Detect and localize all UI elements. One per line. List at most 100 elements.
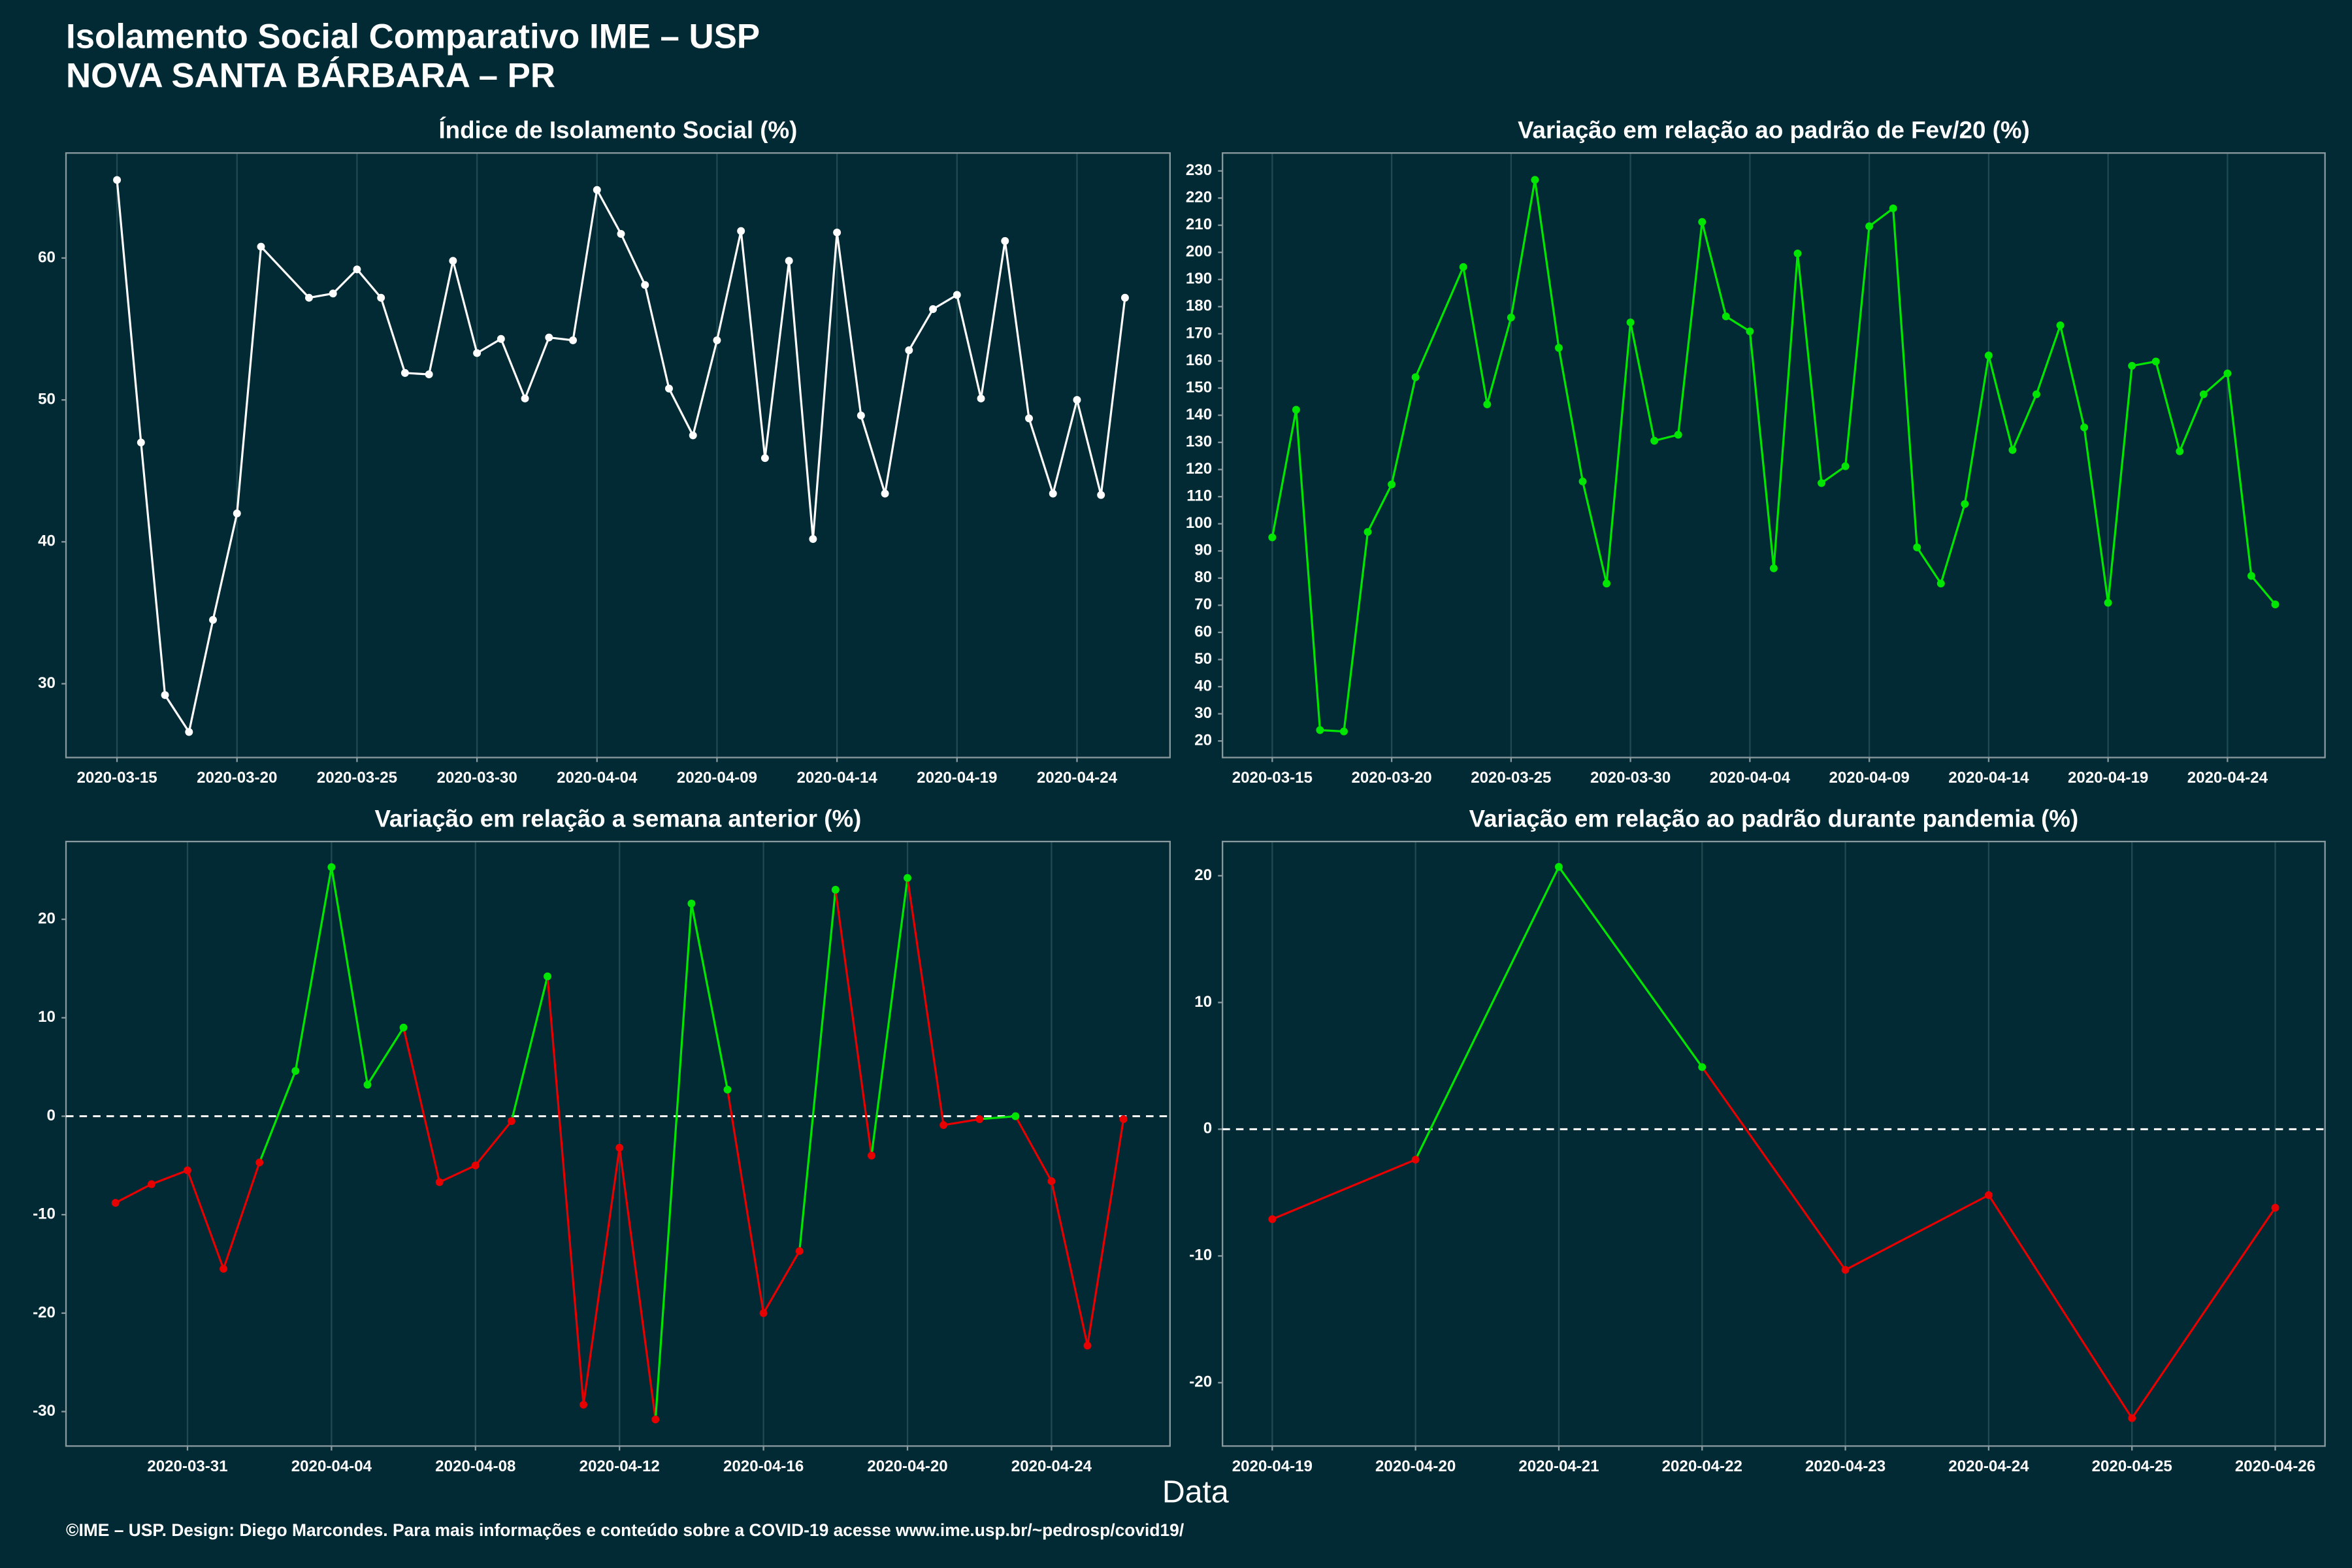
x-tick-label: 2020-04-12 bbox=[580, 1458, 660, 1475]
line-segment bbox=[943, 1118, 980, 1126]
point bbox=[1047, 1177, 1056, 1185]
point bbox=[399, 1023, 408, 1032]
point bbox=[209, 615, 217, 624]
point bbox=[939, 1121, 948, 1130]
point bbox=[353, 265, 361, 274]
line-segment bbox=[1414, 866, 1560, 1160]
panel-border bbox=[65, 840, 1171, 1447]
x-tick-label: 2020-04-16 bbox=[723, 1458, 804, 1475]
line-segment bbox=[1050, 1181, 1089, 1346]
point bbox=[2008, 446, 2017, 454]
y-tick-label: 60 bbox=[1194, 623, 1212, 640]
y-tick-label: 160 bbox=[1186, 351, 1212, 369]
x-tick-label: 2020-03-20 bbox=[197, 769, 277, 787]
point bbox=[1411, 1155, 1420, 1164]
line-segment bbox=[1558, 866, 1703, 1068]
y-tick-label: 200 bbox=[1186, 243, 1212, 261]
panel-title: Variação em relação ao padrão durante pa… bbox=[1469, 806, 2079, 832]
x-tick-label: 2020-03-15 bbox=[76, 769, 157, 787]
point bbox=[1049, 489, 1057, 498]
line-segment bbox=[439, 1164, 476, 1183]
point bbox=[1841, 1266, 1850, 1274]
line-segment bbox=[510, 976, 549, 1122]
y-tick-label: 220 bbox=[1186, 189, 1212, 206]
point bbox=[2176, 447, 2184, 455]
y-tick-label: 20 bbox=[38, 909, 56, 927]
point bbox=[1650, 436, 1659, 445]
x-tick-label: 2020-04-09 bbox=[1829, 769, 1910, 787]
point bbox=[2080, 423, 2089, 432]
y-tick-label: 100 bbox=[1186, 514, 1212, 532]
x-tick-label: 2020-04-19 bbox=[917, 769, 997, 787]
point bbox=[1698, 218, 1707, 226]
point bbox=[1531, 176, 1539, 184]
line-segment bbox=[330, 866, 369, 1085]
y-tick-label: 80 bbox=[1194, 568, 1212, 586]
x-tick-label: 2020-04-24 bbox=[1948, 1458, 2029, 1475]
point bbox=[497, 335, 505, 343]
x-tick-label: 2020-04-14 bbox=[1948, 769, 2029, 787]
point bbox=[1578, 477, 1587, 485]
point bbox=[1364, 528, 1372, 536]
point bbox=[113, 176, 122, 184]
point bbox=[1961, 500, 1969, 508]
panel-border bbox=[65, 152, 1171, 759]
point bbox=[545, 333, 553, 342]
x-tick-label: 2020-03-20 bbox=[1351, 769, 1431, 787]
x-tick-label: 2020-04-08 bbox=[435, 1458, 515, 1475]
point bbox=[809, 535, 817, 543]
x-tick-label: 2020-04-21 bbox=[1518, 1458, 1599, 1475]
point bbox=[473, 349, 482, 357]
point bbox=[1793, 249, 1802, 257]
line-segment bbox=[798, 889, 837, 1252]
x-tick-label: 2020-04-04 bbox=[1710, 769, 1791, 787]
point bbox=[471, 1161, 480, 1169]
y-tick-label: 30 bbox=[1194, 704, 1212, 722]
line-segment bbox=[151, 1169, 188, 1185]
point bbox=[1936, 580, 1945, 588]
line-segment bbox=[115, 1183, 152, 1204]
x-tick-label: 2020-04-04 bbox=[291, 1458, 372, 1475]
point bbox=[651, 1415, 660, 1424]
y-tick-label: 40 bbox=[38, 532, 56, 550]
y-tick-label: -10 bbox=[1189, 1247, 1212, 1264]
point bbox=[1889, 204, 1897, 212]
line-segment bbox=[618, 1147, 657, 1420]
point bbox=[929, 305, 938, 314]
point bbox=[760, 454, 769, 463]
point bbox=[1268, 1215, 1277, 1224]
point bbox=[184, 1166, 191, 1175]
y-tick-label: 210 bbox=[1186, 216, 1212, 233]
point bbox=[615, 1143, 624, 1152]
point bbox=[521, 394, 529, 402]
x-tick-label: 2020-04-23 bbox=[1805, 1458, 1886, 1475]
line bbox=[116, 180, 1126, 735]
y-tick-label: 180 bbox=[1186, 297, 1212, 315]
point bbox=[2033, 390, 2040, 399]
x-tick-label: 2020-04-24 bbox=[1037, 769, 1118, 787]
point bbox=[857, 412, 865, 419]
point bbox=[593, 186, 601, 194]
line-segment bbox=[979, 1115, 1016, 1120]
point bbox=[1984, 1191, 1993, 1200]
point bbox=[867, 1151, 875, 1160]
point bbox=[1292, 406, 1300, 414]
x-tick-label: 2020-04-25 bbox=[2092, 1458, 2172, 1475]
x-tick-label: 2020-04-26 bbox=[2235, 1458, 2315, 1475]
x-tick-label: 2020-04-22 bbox=[1662, 1458, 1742, 1475]
y-tick-label: 10 bbox=[1194, 993, 1212, 1011]
point bbox=[833, 228, 841, 237]
point bbox=[327, 863, 336, 872]
y-tick-label: 50 bbox=[1194, 650, 1212, 668]
page-title: Isolamento Social Comparativo IME – USP bbox=[66, 18, 760, 56]
y-tick-label: 130 bbox=[1186, 433, 1212, 450]
x-tick-label: 2020-04-24 bbox=[2187, 769, 2268, 787]
point bbox=[977, 394, 985, 402]
panel-border bbox=[1222, 840, 2326, 1447]
point bbox=[2271, 600, 2279, 609]
line-segment bbox=[726, 1089, 765, 1314]
point bbox=[161, 691, 169, 699]
point bbox=[569, 336, 578, 344]
y-tick-label: 10 bbox=[38, 1008, 56, 1026]
